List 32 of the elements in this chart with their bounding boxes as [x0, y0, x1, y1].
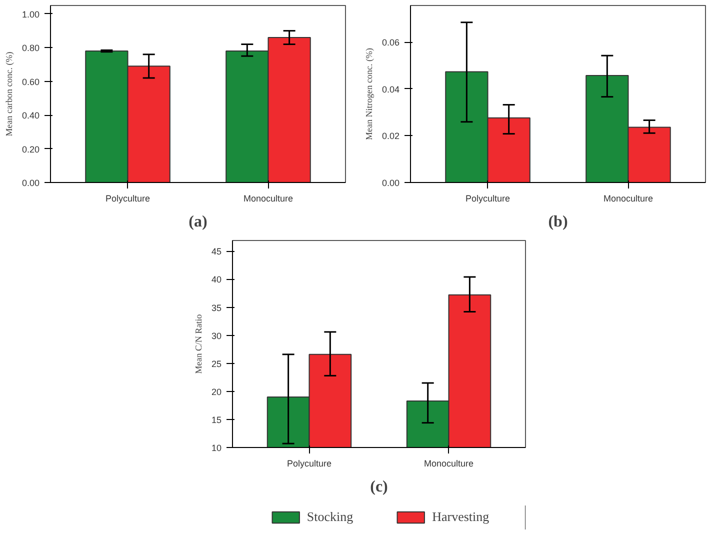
x-tick-label: Polyculture — [466, 194, 510, 204]
y-axis-title: Mean carbon conc. (%) — [4, 52, 14, 136]
x-tick-label: Polyculture — [106, 194, 150, 204]
y-axis-title: Mean Nitrogen conc. (%) — [364, 48, 374, 140]
x-tick-label: Monoculture — [603, 194, 654, 204]
y-tick-label: 0.00 — [22, 178, 40, 188]
text: (b) — [548, 214, 568, 230]
y-tick-label: 15 — [211, 414, 222, 425]
y-tick-label: 30 — [211, 330, 222, 341]
y-tick-label: 45 — [211, 246, 222, 257]
y-axis-title: Mean C/N Ratio — [193, 314, 204, 374]
y-tick-label: 0.80 — [22, 43, 40, 54]
y-tick-label: 0.20 — [22, 144, 40, 154]
y-tick-label: 1.00 — [22, 9, 40, 20]
x-tick-label: Monoculture — [424, 458, 474, 468]
y-tick-label: 0.00 — [382, 178, 400, 188]
y-tick-label: 10 — [211, 443, 222, 453]
y-tick-label: 0.60 — [22, 76, 40, 87]
legend-label: Harvesting — [432, 509, 490, 525]
text: (c) — [370, 478, 388, 496]
legend-label: Stocking — [306, 509, 354, 525]
y-tick-label: 25 — [211, 358, 222, 369]
y-tick-label: 35 — [211, 302, 222, 313]
x-tick-label: Monoculture — [243, 194, 294, 204]
y-tick-label: 0.40 — [22, 110, 40, 121]
y-tick-label: 0.04 — [382, 84, 400, 94]
y-tick-label: 0.02 — [382, 131, 400, 142]
x-tick-label: Polyculture — [286, 458, 332, 468]
text: (a) — [188, 214, 208, 230]
y-tick-label: 40 — [211, 274, 222, 285]
y-tick-label: 20 — [211, 386, 222, 397]
y-tick-label: 0.06 — [382, 38, 400, 48]
